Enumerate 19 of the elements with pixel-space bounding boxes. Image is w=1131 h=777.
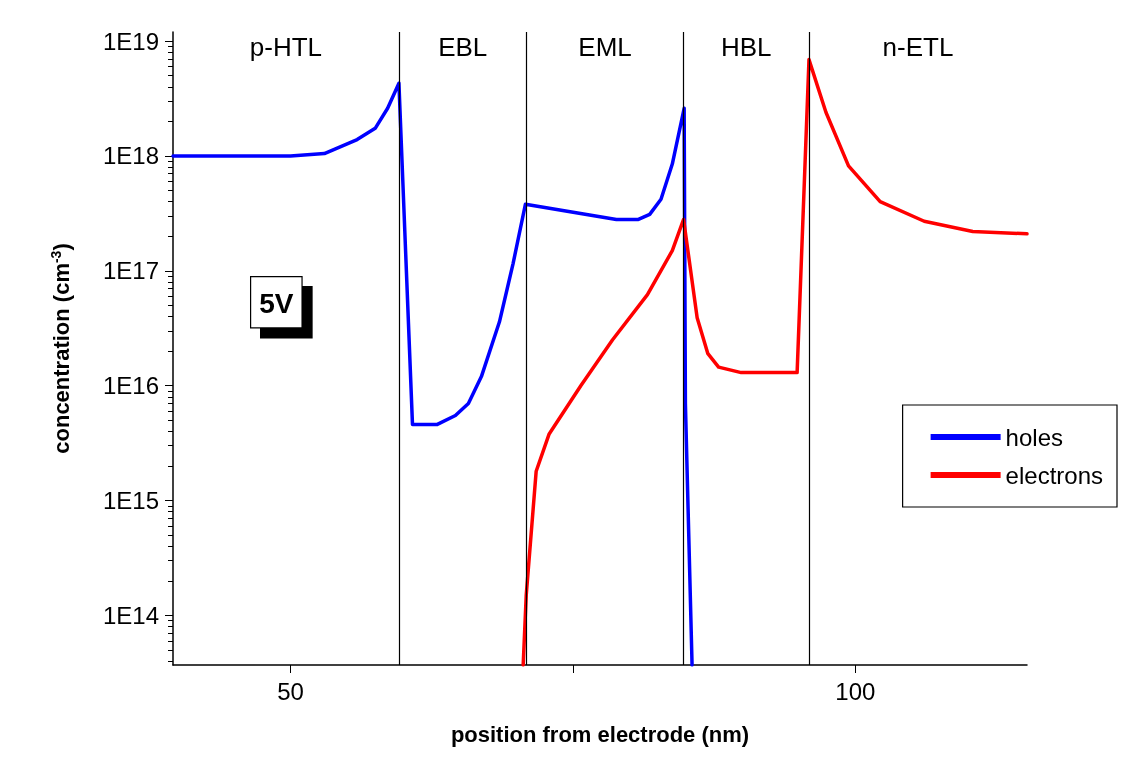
x-tick-label: 50 <box>277 677 304 705</box>
y-tick-label: 1E14 <box>102 601 159 629</box>
annotation: HBL <box>721 32 772 62</box>
legend-label: holes <box>1005 423 1063 451</box>
x-tick-label: 100 <box>835 677 876 705</box>
x-axis-title: position from electrode (nm) <box>450 721 750 747</box>
annotation: n-ETL <box>882 32 954 62</box>
y-tick-label: 1E17 <box>102 257 159 285</box>
annotation: EBL <box>438 32 488 62</box>
y-axis-title: concentration (cm-3) <box>48 243 74 454</box>
annotation: 5V <box>259 287 294 319</box>
y-tick-label: 1E16 <box>102 372 159 400</box>
y-tick-label: 1E19 <box>102 27 159 55</box>
y-tick-label: 1E15 <box>102 487 159 515</box>
annotation: EML <box>578 32 632 62</box>
annotation: p-HTL <box>249 32 323 62</box>
legend-label: electrons <box>1005 461 1104 489</box>
y-tick-label: 1E18 <box>102 142 159 170</box>
line-series <box>171 81 694 667</box>
